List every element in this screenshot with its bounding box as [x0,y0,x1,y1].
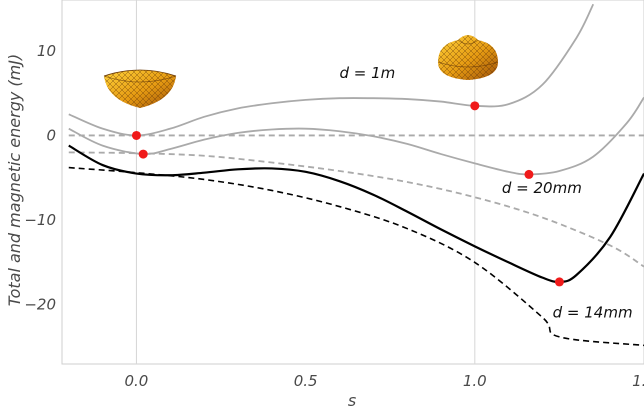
annotation-label-2: d = 14mm [553,303,633,321]
annotation-label-1: d = 20mm [502,179,582,197]
y-axis-ticks: 10 0 −10 −20 [24,42,56,314]
x-tick-label-2: 1.0 [463,372,487,390]
annotation-label-0: d = 1m [339,64,395,82]
minimum-point-2-0 [138,149,148,159]
minimum-point-0-0 [131,130,141,140]
curve-annotations: d = 1m d = 20mm d = 14mm [339,64,632,322]
y-tick-label-2: −10 [24,211,56,229]
minimum-point-2-1 [524,169,534,179]
grid [135,0,476,364]
x-axis-ticks: 0.0 0.5 1.0 1.5 [125,372,644,390]
y-tick-label-3: −20 [24,296,56,314]
series-layer [68,3,644,347]
series-line-3 [68,151,644,268]
y-tick-label-0: 10 [37,42,56,60]
x-tick-label-0: 0.0 [125,372,149,390]
minimum-point-0-1 [470,101,480,111]
x-axis-label: s [348,391,356,410]
x-tick-label-3: 1.5 [632,372,644,390]
minima-markers [131,101,564,287]
inset-bump-surface [437,35,499,80]
x-tick-label-1: 0.5 [294,372,318,390]
plot-frame [61,0,644,365]
series-line-5 [68,166,644,347]
y-axis-label: Total and magnetic energy (mJ) [5,54,24,306]
y-tick-label-1: 0 [46,126,56,144]
series-line-2 [68,96,644,176]
minimum-point-4-0 [554,277,564,287]
series-line-0 [68,3,595,137]
series-line-4 [68,144,644,284]
inset-bowl-surface [103,69,177,108]
